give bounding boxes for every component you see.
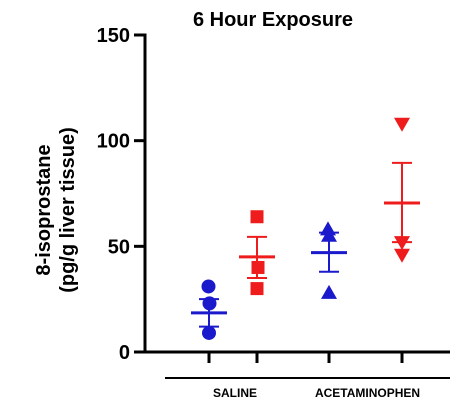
series-3	[384, 117, 420, 263]
series-2	[311, 221, 347, 299]
y-tick-label: 50	[108, 236, 130, 258]
data-point	[320, 221, 336, 236]
y-tick-label: 0	[119, 342, 130, 364]
data-point	[250, 282, 264, 296]
series-0	[191, 279, 227, 340]
data-point	[202, 325, 216, 340]
group-labels: SALINE ACETAMINOPHEN	[165, 377, 450, 400]
axes: 0 50 100 150	[97, 25, 450, 364]
group-label: SALINE	[213, 386, 257, 400]
data-point	[394, 236, 410, 251]
data-point	[202, 296, 217, 311]
data-point	[394, 117, 410, 132]
series-1	[239, 210, 275, 296]
y-tick-label: 150	[97, 25, 130, 47]
data-point	[394, 248, 410, 263]
data-point	[201, 279, 216, 294]
data-point	[251, 260, 265, 274]
y-axis-label-line1: 8-isoprostane	[33, 144, 55, 275]
y-axis-label-line2: (pg/g liver tissue)	[57, 127, 79, 293]
y-tick-label: 100	[97, 131, 130, 153]
group-label: ACETAMINOPHEN	[315, 386, 420, 400]
y-axis-label: 8-isoprostane (pg/g liver tissue)	[33, 127, 79, 293]
data-point	[321, 227, 337, 242]
data-point	[321, 284, 337, 299]
data-point	[250, 210, 264, 224]
data-marks	[191, 117, 420, 340]
chart-title: 6 Hour Exposure	[193, 9, 353, 31]
